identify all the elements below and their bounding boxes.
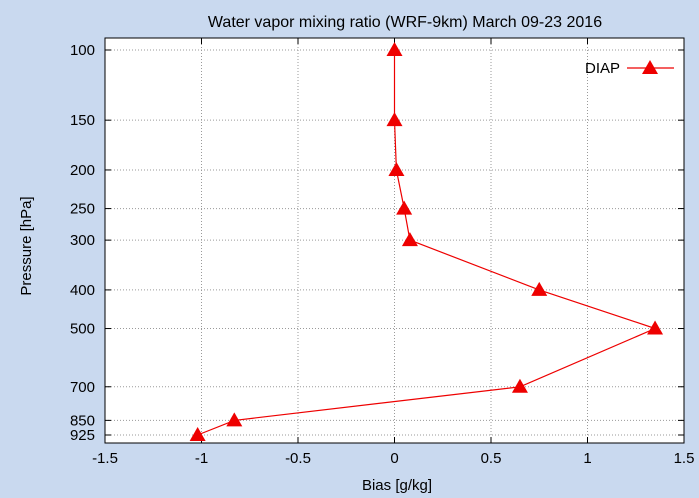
y-tick-label: 300 xyxy=(70,232,95,249)
data-point-marker xyxy=(189,427,206,441)
series-line-diap xyxy=(197,50,657,436)
y-tick-label: 250 xyxy=(70,201,95,218)
data-point-marker xyxy=(386,112,403,127)
legend-label: DIAP xyxy=(585,60,620,77)
y-tick-label: 700 xyxy=(70,379,95,396)
data-point-marker xyxy=(647,320,664,335)
data-point-marker xyxy=(511,378,528,393)
y-tick-label: 400 xyxy=(70,282,95,299)
y-tick-label: 850 xyxy=(70,412,95,429)
y-axis-title: Pressure [hPa] xyxy=(18,196,35,295)
data-point-marker xyxy=(531,281,548,296)
x-tick-label: -0.5 xyxy=(285,450,311,467)
data-point-marker xyxy=(388,161,405,176)
plot-area-group: -1.5 -1 -0.5 0 0.5 1 1.5 100 150 200 250 300 400 500 7… xyxy=(70,37,695,467)
x-tick-label: 0.5 xyxy=(481,450,502,467)
x-tick-label: 0 xyxy=(390,450,398,467)
y-tick-label: 925 xyxy=(70,427,95,444)
y-tick-label: 500 xyxy=(70,321,95,338)
x-tick-label: 1.5 xyxy=(674,450,695,467)
x-tick-label: 1 xyxy=(583,450,591,467)
y-tick-label: 200 xyxy=(70,162,95,179)
x-tick-label: -1 xyxy=(195,450,208,467)
y-tick-label: 150 xyxy=(70,112,95,129)
chart-title: Water vapor mixing ratio (WRF-9km) March… xyxy=(208,14,602,31)
data-point-marker xyxy=(226,412,243,427)
x-tick-label: -1.5 xyxy=(92,450,118,467)
y-tick-label: 100 xyxy=(70,42,95,59)
data-point-marker xyxy=(396,200,413,215)
data-point-marker xyxy=(386,42,403,56)
data-point-marker xyxy=(401,232,418,247)
legend-marker xyxy=(642,60,658,74)
x-axis-title: Bias [g/kg] xyxy=(362,477,432,494)
